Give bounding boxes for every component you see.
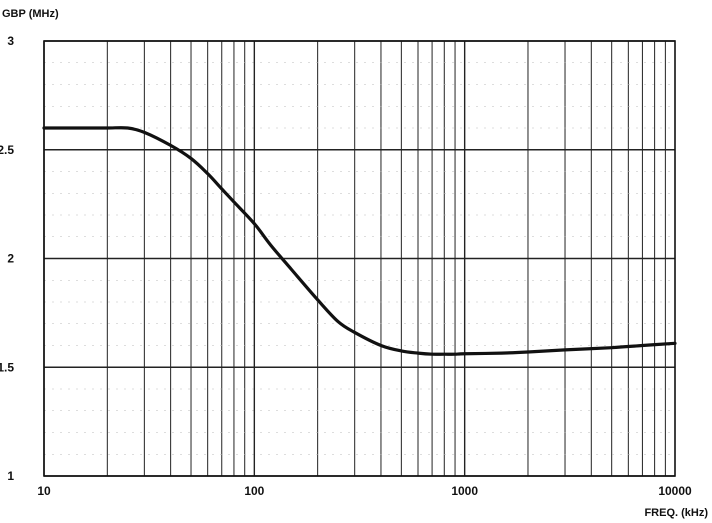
y-tick-label: 2.5 — [0, 143, 14, 157]
y-axis-title: GBP (MHz) — [2, 8, 59, 20]
y-tick-label: 1.5 — [0, 360, 14, 374]
y-tick-label: 3 — [7, 34, 14, 48]
x-tick-label: 10 — [37, 484, 51, 498]
x-tick-label: 10000 — [658, 484, 692, 498]
y-tick-labels: 1 1.5 2 2.5 3 — [0, 34, 14, 483]
x-axis-title: FREQ. (kHz) — [644, 507, 708, 519]
gbp-curve — [42, 126, 677, 356]
y-tick-label: 2 — [7, 252, 14, 266]
plot-frame — [43, 40, 676, 477]
y-tick-label: 1 — [7, 469, 14, 483]
x-tick-label: 1000 — [451, 484, 478, 498]
x-tick-label: 100 — [244, 484, 264, 498]
x-tick-labels: 10 100 1000 10000 — [37, 484, 692, 498]
